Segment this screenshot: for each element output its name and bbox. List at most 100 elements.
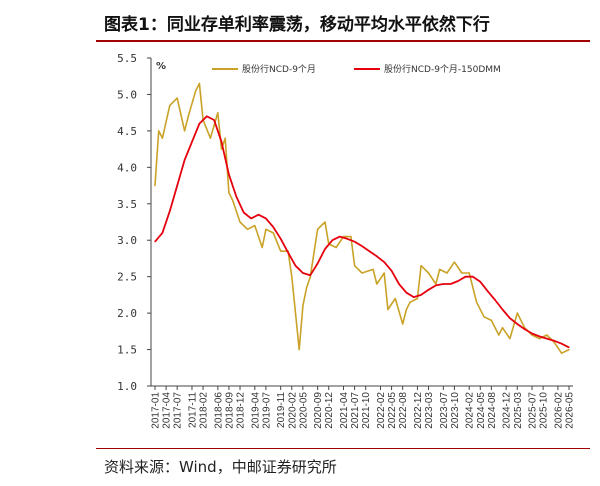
data-point (561, 343, 563, 345)
data-point (490, 319, 492, 321)
data-point (235, 195, 237, 198)
data-point (176, 97, 178, 99)
data-point (350, 236, 352, 238)
data-point (158, 130, 160, 132)
data-point (232, 199, 234, 201)
data-point (405, 308, 407, 311)
data-point (317, 228, 319, 230)
data-point (427, 272, 430, 274)
x-tick-label: 2021-10 (361, 392, 372, 429)
data-point (516, 323, 518, 325)
x-tick-label: 2017-04 (162, 392, 173, 429)
data-point (184, 159, 186, 161)
data-point (383, 272, 385, 274)
x-tick-label: 2026-05 (565, 392, 576, 429)
x-tick-label: 2024-02 (465, 392, 476, 429)
data-point (243, 211, 245, 214)
data-point (394, 297, 396, 300)
data-point (213, 119, 215, 121)
data-point (302, 272, 304, 274)
data-point (402, 323, 404, 325)
data-point (169, 210, 171, 212)
data-point (265, 228, 267, 230)
data-point (409, 301, 411, 303)
data-point (553, 340, 555, 342)
data-point (169, 104, 171, 106)
data-point (291, 276, 293, 278)
data-point (546, 338, 548, 340)
data-point (224, 137, 226, 139)
series-line-ncd-9m-150dmm (154, 115, 570, 349)
data-point (306, 287, 308, 289)
x-tick-label: 2025-10 (539, 392, 550, 429)
x-tick-label: 2022-02 (376, 392, 387, 429)
y-tick-label: 4.5 (117, 125, 137, 138)
source-note: 资料来源：Wind，中邮证券研究所 (104, 458, 337, 476)
data-point (476, 301, 478, 303)
y-tick-label: 4.0 (117, 161, 137, 174)
data-point (176, 185, 178, 187)
x-tick-label: 2019-07 (261, 392, 272, 429)
data-point (372, 268, 374, 270)
data-point (479, 281, 481, 283)
legend-label: 股份行NCD-9个月 (242, 63, 316, 75)
data-point (516, 312, 518, 314)
data-point (383, 261, 385, 263)
x-tick-label: 2018-09 (224, 392, 235, 429)
data-point (239, 221, 241, 223)
data-point (154, 185, 156, 187)
data-point (246, 228, 248, 230)
data-point (427, 289, 430, 291)
data-point (346, 238, 348, 240)
x-tick-label: 2018-12 (236, 392, 247, 429)
data-point (184, 130, 186, 132)
data-point (302, 305, 304, 307)
data-point (538, 338, 541, 340)
y-tick-label: 2.5 (117, 271, 137, 284)
data-point (483, 316, 485, 318)
x-tick-label: 2020-05 (298, 392, 309, 429)
data-point (494, 299, 496, 301)
x-tick-label: 2017-07 (173, 392, 184, 429)
data-point (461, 272, 463, 274)
data-point (450, 283, 452, 285)
data-point (309, 274, 311, 276)
data-point (191, 141, 193, 143)
data-point (298, 349, 300, 351)
data-point (220, 141, 223, 143)
data-point (546, 334, 548, 336)
x-tick-label: 2020-12 (324, 392, 335, 429)
data-point (254, 225, 256, 227)
title-rule (96, 40, 590, 42)
data-point (309, 276, 311, 278)
data-point (257, 214, 260, 216)
series-line-ncd-9m (154, 82, 570, 355)
data-point (413, 296, 415, 298)
source-rule (96, 448, 590, 449)
y-tick-label: 1.5 (117, 344, 137, 357)
chart-title: 图表1：同业存单利率震荡，移动平均水平依然下行 (104, 15, 490, 35)
data-point (368, 250, 370, 252)
x-tick-label: 2021-07 (350, 392, 361, 429)
data-point (501, 327, 504, 329)
data-point (509, 338, 511, 340)
x-tick-label: 2020-02 (287, 392, 298, 429)
data-point (198, 82, 200, 85)
data-point (250, 217, 252, 219)
data-point (509, 317, 511, 319)
data-point (195, 90, 197, 92)
data-point (420, 265, 422, 267)
data-point (324, 248, 326, 250)
data-point (442, 283, 444, 285)
y-axis-unit: % (156, 61, 166, 72)
data-point (524, 328, 526, 330)
x-tick-label: 2026-02 (553, 392, 564, 429)
x-tick-label: 2024-12 (502, 392, 513, 429)
legend: 股份行NCD-9个月 股份行NCD-9个月-150DMM (212, 63, 501, 75)
x-tick-label: 2024-08 (487, 392, 498, 429)
data-point (531, 334, 533, 336)
data-point (265, 217, 267, 219)
data-point (272, 232, 274, 234)
data-point (187, 115, 189, 117)
